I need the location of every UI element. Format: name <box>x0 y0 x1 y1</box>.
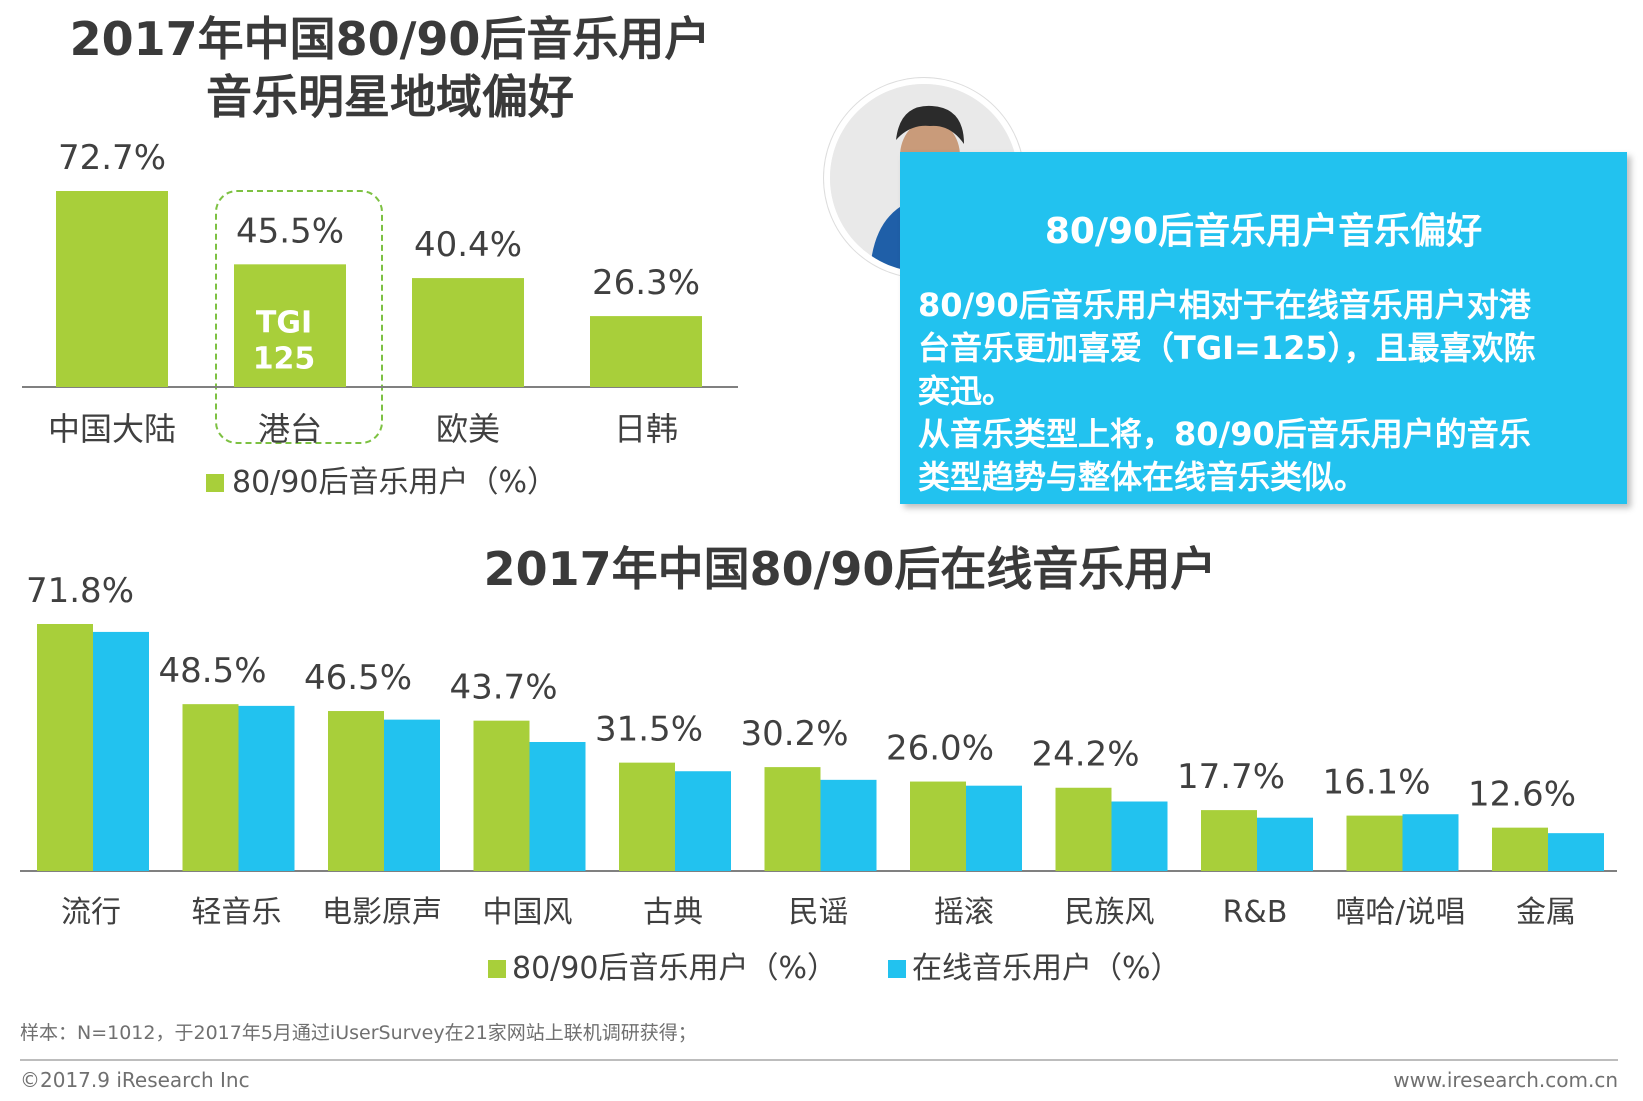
bar-blue-9 <box>1257 817 1313 871</box>
category-label: 民族风 <box>1065 895 1155 930</box>
highlight-box-hk-tw <box>215 190 383 444</box>
data-label: 16.1% <box>1322 763 1430 803</box>
category-label: 中国大陆 <box>48 410 176 448</box>
data-label: 46.5% <box>304 658 412 698</box>
bar-blue-2 <box>238 705 295 871</box>
legend-swatch-blue <box>888 960 906 978</box>
category-label: 摇滚 <box>934 895 994 930</box>
data-label: 24.2% <box>1031 735 1139 775</box>
bar-blue-6 <box>820 779 877 871</box>
bar-blue-8 <box>1111 801 1168 871</box>
legend-label: 80/90后音乐用户（%） <box>232 465 557 500</box>
category-label: 金属 <box>1516 895 1576 930</box>
bar-blue-5 <box>675 771 731 871</box>
data-label: 72.7% <box>58 138 166 178</box>
bar-green-4 <box>473 720 530 871</box>
bar-blue-4 <box>529 741 586 871</box>
bar-green-8 <box>1055 787 1112 871</box>
category-label: 民谣 <box>789 895 849 930</box>
sample-note: 样本：N=1012，于2017年5月通过iUserSurvey在21家网站上联机… <box>20 1022 697 1044</box>
bar-green-6 <box>764 767 821 871</box>
chart1-title: 2017年中国80/90后音乐用户 音乐明星地域偏好 <box>20 10 760 126</box>
data-label: 17.7% <box>1177 757 1285 797</box>
data-label: 31.5% <box>595 710 703 750</box>
website-link[interactable]: www.iresearch.com.cn <box>1393 1068 1618 1092</box>
info-line: 台音乐更加喜爱（TGI=125），且最喜欢陈 <box>918 329 1536 367</box>
data-label: 71.8% <box>26 571 134 611</box>
data-label: 12.6% <box>1468 775 1576 815</box>
tgi-label: TGI <box>256 305 312 340</box>
legend-swatch-green <box>488 960 506 978</box>
info-title: 80/90后音乐用户音乐偏好 <box>1044 211 1483 252</box>
bar-green-9 <box>1201 810 1257 871</box>
bar-blue-10 <box>1402 814 1459 871</box>
bar-blue-11 <box>1548 833 1604 871</box>
category-label: 轻音乐 <box>192 895 282 930</box>
category-label: 欧美 <box>436 410 500 448</box>
legend-label: 80/90后音乐用户（%） <box>512 951 837 986</box>
chart1-title-line2: 音乐明星地域偏好 <box>206 70 574 124</box>
bar-blue-1 <box>93 631 149 871</box>
bar-green-3 <box>328 711 384 871</box>
bar-blue-7 <box>966 785 1022 871</box>
category-label: 港台 <box>258 410 322 448</box>
data-label: 40.4% <box>414 225 522 265</box>
data-label: 30.2% <box>740 714 848 754</box>
bar-green-11 <box>1492 827 1548 871</box>
info-panel <box>900 152 1627 504</box>
category-label: 电影原声 <box>322 895 442 930</box>
info-body: 80/90后音乐用户相对于在线音乐用户对港 台音乐更加喜爱（TGI=125），且… <box>918 284 1618 499</box>
footer-divider <box>20 1059 1618 1061</box>
info-line: 类型趋势与整体在线音乐类似。 <box>918 458 1367 496</box>
bar-2 <box>234 264 346 387</box>
category-label: 嘻哈/说唱 <box>1335 895 1465 930</box>
category-label: R&B <box>1223 895 1288 930</box>
copyright: ©2017.9 iResearch Inc <box>20 1068 250 1092</box>
tgi-value: 125 <box>253 341 316 376</box>
bar-1 <box>56 191 168 387</box>
info-line: 80/90后音乐用户相对于在线音乐用户对港 <box>918 286 1531 324</box>
category-label: 古典 <box>643 895 703 930</box>
bar-green-1 <box>37 624 93 871</box>
category-label: 中国风 <box>483 895 573 930</box>
chart1-title-line1: 2017年中国80/90后音乐用户 <box>69 12 711 66</box>
chart2-title: 2017年中国80/90后在线音乐用户 <box>483 542 1217 596</box>
data-label: 26.3% <box>592 263 700 303</box>
data-label: 26.0% <box>886 729 994 769</box>
data-label: 48.5% <box>158 651 266 691</box>
info-line: 从音乐类型上将，80/90后音乐用户的音乐 <box>918 415 1531 453</box>
bar-green-7 <box>910 781 966 871</box>
info-line: 奕迅。 <box>918 372 1015 410</box>
data-label: 45.5% <box>236 211 344 251</box>
bar-blue-3 <box>384 719 440 871</box>
category-label: 日韩 <box>614 410 678 448</box>
genre-preference-chart: 71.8% 流行 48.5% 轻音乐 46.5% 电影原声 43.7% 中国风 31.5% 古典 3… <box>20 571 1617 986</box>
legend-swatch-green <box>206 474 224 492</box>
bar-green-10 <box>1346 815 1403 871</box>
bar-green-5 <box>619 762 675 871</box>
bar-4 <box>590 316 702 387</box>
category-label: 流行 <box>61 895 121 930</box>
legend-label: 在线音乐用户（%） <box>912 951 1181 986</box>
bar-3 <box>412 278 524 387</box>
data-label: 43.7% <box>449 668 557 708</box>
bar-green-2 <box>182 704 239 871</box>
